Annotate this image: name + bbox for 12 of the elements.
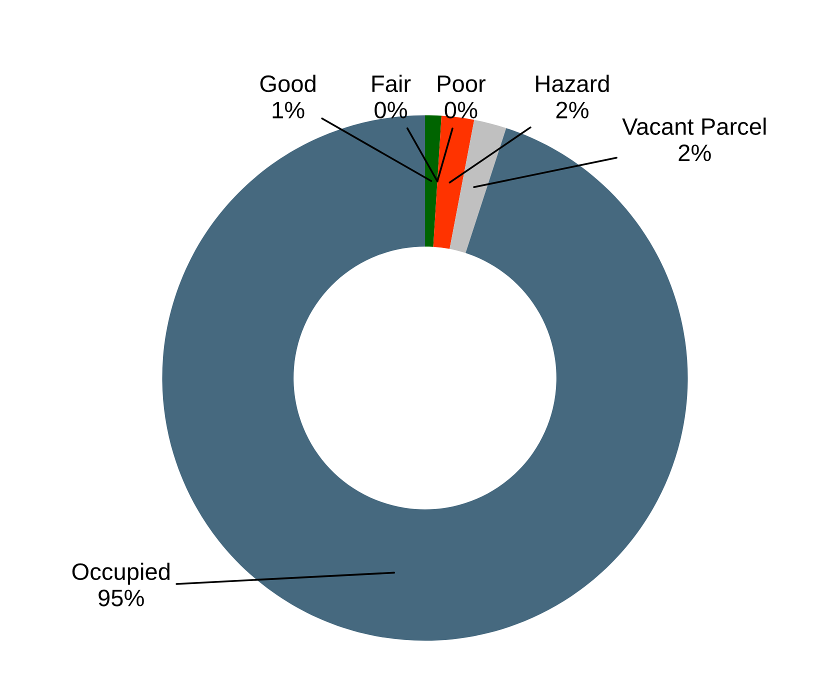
text: 0%: [374, 102, 407, 118]
data-label: 1%: [272, 102, 304, 118]
slice-label: Occupied: [72, 562, 170, 585]
data-label: 2%: [678, 144, 711, 162]
category-label: Poor: [438, 76, 486, 92]
slice-label: Hazard: [536, 74, 609, 92]
text: 0%: [444, 102, 478, 118]
data-label: 95%: [98, 590, 144, 606]
slice-label: Vacant Parcel: [622, 118, 766, 135]
slice-label: Good: [260, 74, 316, 92]
category-label: Fair: [372, 74, 411, 92]
data-label: 2%: [556, 102, 588, 118]
